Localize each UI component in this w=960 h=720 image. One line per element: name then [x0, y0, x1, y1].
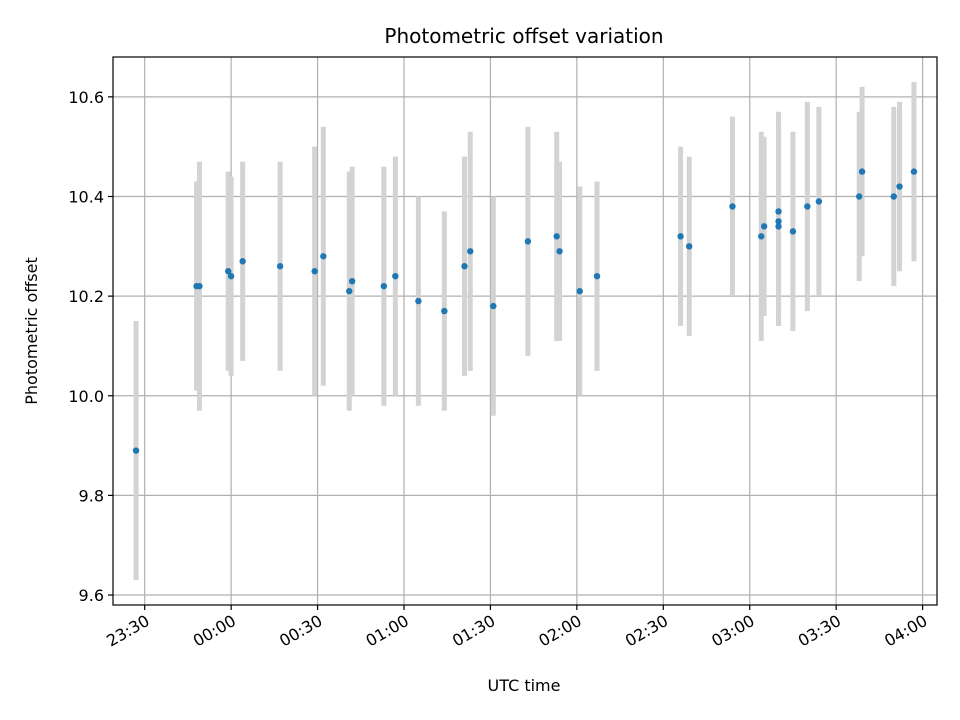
data-point — [686, 243, 693, 250]
x-tick-label: 02:30 — [622, 611, 671, 651]
data-point — [311, 268, 318, 275]
data-points — [132, 168, 918, 454]
grid-lines — [113, 57, 937, 605]
y-axis-label: Photometric offset — [22, 257, 41, 405]
x-tick-label: 03:00 — [708, 611, 757, 651]
data-point — [896, 183, 903, 190]
data-point — [890, 193, 897, 200]
data-point — [775, 218, 782, 225]
chart-title: Photometric offset variation — [384, 24, 663, 48]
data-point — [348, 277, 356, 285]
data-point — [346, 287, 353, 295]
x-tick-label: 01:00 — [363, 611, 412, 651]
y-tick-label: 9.6 — [79, 586, 104, 605]
y-tick-label: 9.8 — [79, 486, 104, 505]
data-point — [524, 238, 532, 245]
data-point — [441, 307, 448, 315]
data-point — [132, 447, 140, 454]
data-point — [556, 248, 563, 255]
data-point — [593, 273, 601, 280]
data-point — [227, 273, 235, 280]
data-point — [758, 233, 765, 240]
data-point — [789, 228, 797, 235]
data-point — [225, 268, 232, 275]
y-tick-label: 10.2 — [68, 287, 104, 306]
y-tick-label: 10.6 — [68, 88, 104, 107]
x-tick-label: 23:30 — [103, 611, 152, 651]
data-point — [196, 282, 203, 290]
x-tick-label: 04:00 — [881, 611, 930, 651]
data-point — [677, 233, 684, 240]
x-tick-label: 02:00 — [535, 611, 584, 651]
plot-frame — [112, 56, 938, 606]
data-point — [576, 287, 583, 295]
data-point — [775, 208, 782, 215]
data-point — [775, 223, 782, 230]
data-point — [729, 203, 736, 210]
y-tick-label: 10.0 — [68, 387, 104, 406]
data-point — [553, 233, 560, 240]
data-point — [415, 297, 422, 305]
data-point — [804, 203, 811, 210]
x-tick-label: 00:30 — [276, 611, 325, 651]
x-axis-ticks: 23:30 00:00 00:30 01:00 01:30 02:00 02:30 03:00… — [103, 605, 931, 651]
data-point — [380, 282, 388, 290]
data-point — [910, 168, 918, 175]
x-axis-label: UTC time — [488, 676, 561, 695]
data-point — [760, 223, 768, 230]
data-point — [856, 193, 863, 200]
data-point — [815, 198, 823, 205]
data-point — [276, 263, 284, 270]
data-point — [490, 302, 497, 310]
data-point — [858, 168, 866, 175]
y-axis-ticks: 9.6 9.8 10.0 10.2 10.4 10.6 — [68, 88, 113, 605]
data-point — [467, 248, 474, 255]
y-tick-label: 10.4 — [68, 187, 104, 206]
x-tick-label: 00:00 — [190, 611, 239, 651]
data-point — [392, 273, 399, 280]
data-point — [239, 258, 246, 265]
data-point — [461, 263, 468, 270]
data-point — [320, 253, 327, 260]
x-tick-label: 01:30 — [449, 611, 498, 651]
error-bars — [133, 81, 917, 581]
x-tick-label: 03:30 — [795, 611, 844, 651]
